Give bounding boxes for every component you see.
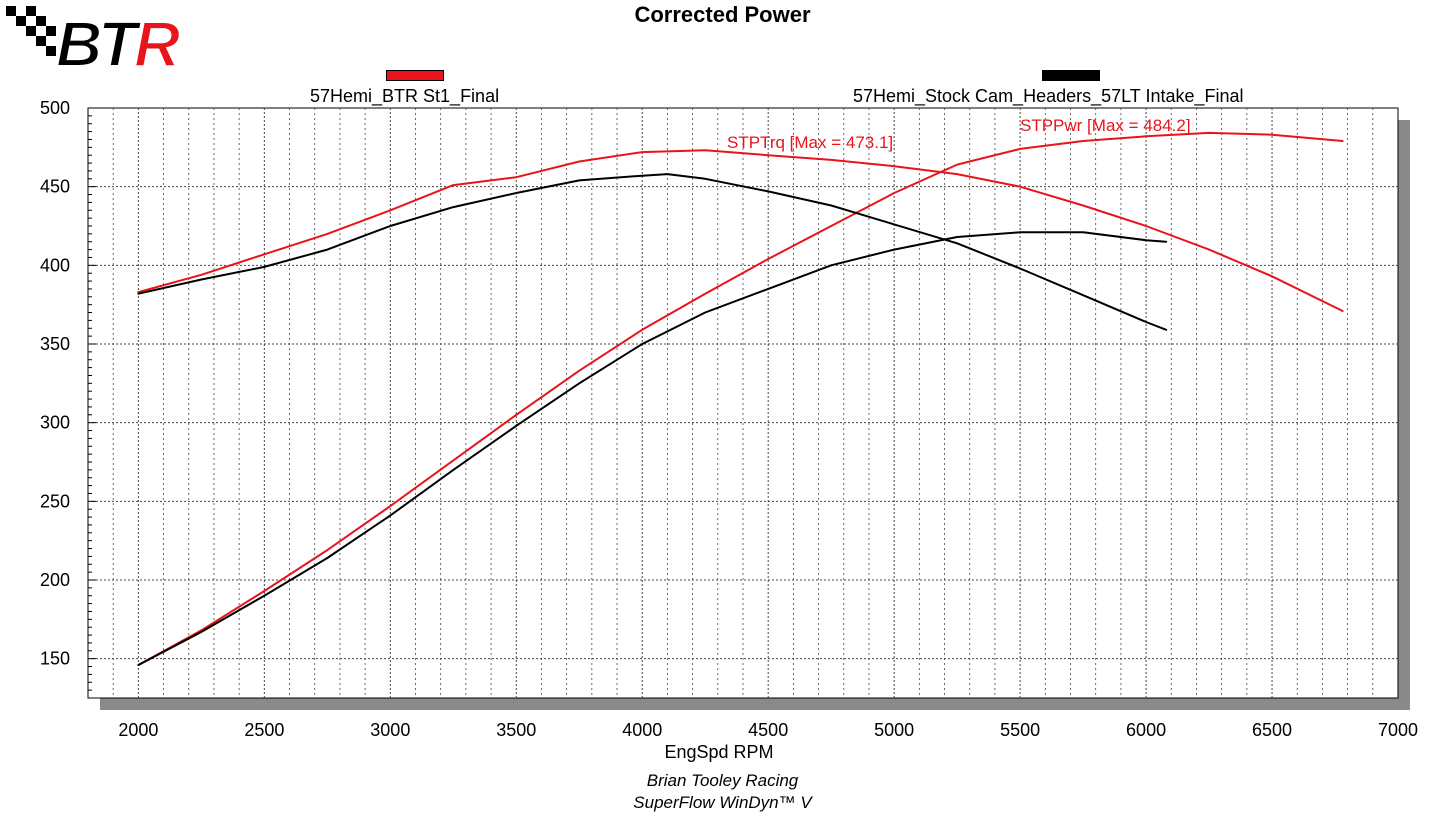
y-tick-label: 350 <box>40 334 70 354</box>
y-tick-label: 250 <box>40 491 70 511</box>
x-tick-label: 4500 <box>748 720 788 740</box>
y-axis-ticks: 150 200 250 300 350 400 450 500 <box>40 98 70 669</box>
svg-text:B: B <box>56 8 102 78</box>
annotation-torque-max: STPTrq [Max = 473.1] <box>727 133 893 152</box>
series-line-btr-stppwr <box>137 131 1344 666</box>
series-lines <box>137 131 1344 666</box>
chart-title: Corrected Power <box>634 2 811 27</box>
x-tick-label: 4000 <box>622 720 662 740</box>
grid-lines <box>88 108 1398 698</box>
annotation-power-max: STPPwr [Max = 484.2] <box>1020 116 1191 135</box>
x-tick-label: 3000 <box>370 720 410 740</box>
series-line-stock-stptrq <box>137 173 1168 331</box>
legend-swatch-stock <box>1042 70 1100 81</box>
y-tick-label: 500 <box>40 98 70 118</box>
x-tick-label: 3500 <box>496 720 536 740</box>
footer-line2: SuperFlow WinDyn™ V <box>633 793 812 812</box>
checkered-flag-icon <box>6 6 56 56</box>
y-tick-label: 150 <box>40 649 70 669</box>
x-tick-label: 7000 <box>1378 720 1418 740</box>
x-tick-label: 2500 <box>244 720 284 740</box>
footer-line1: Brian Tooley Racing <box>646 771 799 790</box>
x-tick-label: 6500 <box>1252 720 1292 740</box>
series-line-btr-stptrq <box>137 149 1344 312</box>
x-axis-ticks: 2000 2500 3000 3500 4000 4500 5000 5500 6000 6500… <box>118 720 1418 740</box>
svg-text:T: T <box>98 8 142 78</box>
svg-text:R: R <box>134 8 180 78</box>
y-tick-label: 400 <box>40 255 70 275</box>
y-tick-label: 450 <box>40 177 70 197</box>
x-tick-label: 5500 <box>1000 720 1040 740</box>
y-tick-label: 300 <box>40 413 70 433</box>
x-tick-label: 2000 <box>118 720 158 740</box>
x-axis-label: EngSpd RPM <box>664 742 773 762</box>
x-tick-label: 6000 <box>1126 720 1166 740</box>
btr-logo: B T R <box>0 0 190 81</box>
y-tick-label: 200 <box>40 570 70 590</box>
legend-swatch-btr <box>386 70 444 81</box>
legend-label-btr: 57Hemi_BTR St1_Final <box>310 86 500 106</box>
legend-label-stock: 57Hemi_Stock Cam_Headers_57LT Intake_Fin… <box>853 86 1244 106</box>
x-tick-label: 5000 <box>874 720 914 740</box>
series-line-stock-stppwr <box>137 231 1168 666</box>
